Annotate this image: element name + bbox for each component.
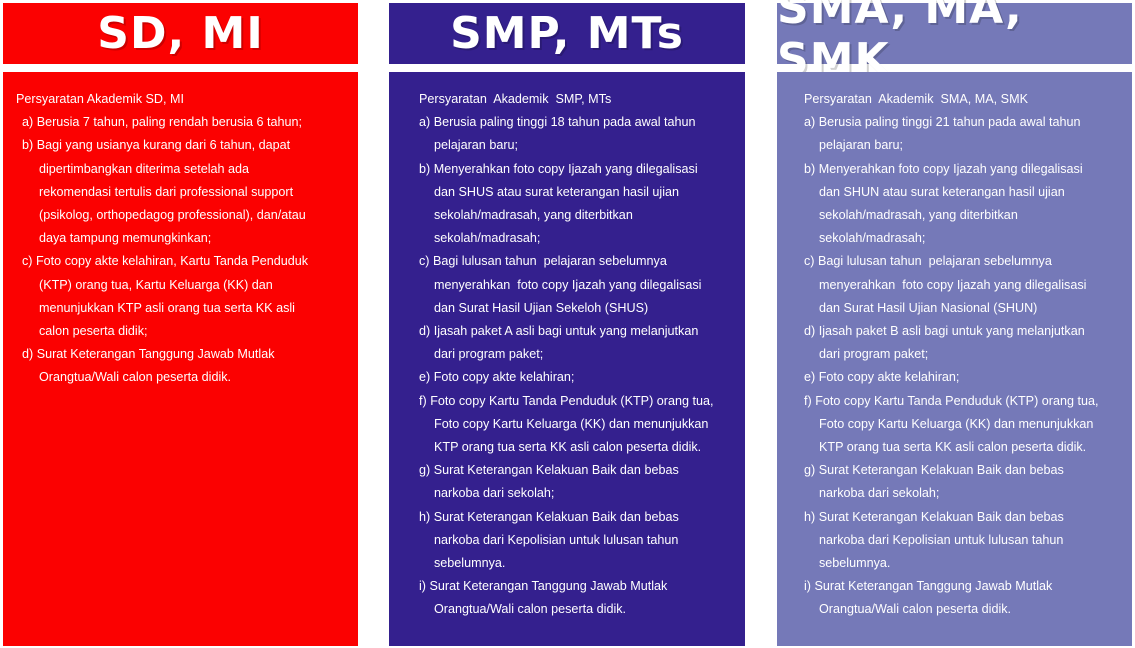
requirement-continuation: sekolah/madrasah, yang diterbitkan [434, 208, 633, 223]
requirement-text: b) Menyerahkan foto copy Ijazah yang dil… [419, 161, 698, 176]
requirement-item: a) Berusia paling tinggi 18 tahun pada a… [419, 111, 731, 157]
requirement-continuation: narkoba dari Kepolisian untuk lulusan ta… [434, 532, 679, 547]
requirement-continuation: sekolah/madrasah, yang diterbitkan [819, 208, 1018, 223]
requirement-continuation: narkoba dari Kepolisian untuk lulusan ta… [819, 532, 1064, 547]
sma-ma-smk-requirements-list: a) Berusia paling tinggi 21 tahun pada a… [804, 111, 1118, 621]
requirement-text: b) Bagi yang usianya kurang dari 6 tahun… [22, 138, 291, 153]
requirement-continuation: calon peserta didik; [39, 324, 148, 339]
requirement-continuation: narkoba dari sekolah; [434, 486, 555, 501]
requirement-continuation: sekolah/madrasah; [819, 231, 926, 246]
requirement-continuation: Orangtua/Wali calon peserta didik. [819, 602, 1012, 617]
requirement-text: e) Foto copy akte kelahiran; [419, 370, 575, 385]
sma-ma-smk-column: SMA, MA, SMK Persyaratan Akademik SMA, M… [777, 0, 1132, 646]
requirement-text: h) Surat Keterangan Kelakuan Baik dan be… [804, 509, 1064, 524]
requirement-text: a) Berusia paling tinggi 21 tahun pada a… [804, 115, 1081, 130]
requirement-item: e) Foto copy akte kelahiran; [419, 366, 731, 389]
requirement-continuation: dan SHUN atau surat keterangan hasil uji… [819, 184, 1065, 199]
requirement-text: d) Ijasah paket A asli bagi untuk yang m… [419, 324, 699, 339]
requirement-continuation: menyerahkan foto copy Ijazah yang dilega… [434, 277, 702, 292]
requirement-continuation: sebelumnya. [434, 556, 506, 571]
requirement-continuation: pelajaran baru; [434, 138, 519, 153]
sd-mi-requirements-list: a) Berusia 7 tahun, paling rendah berusi… [16, 111, 348, 389]
requirement-item: a) Berusia 7 tahun, paling rendah berusi… [22, 111, 348, 134]
sd-mi-requirements-title: Persyaratan Akademik SD, MI [16, 92, 184, 106]
sma-ma-smk-heading: SMA, MA, SMK [777, 0, 1132, 85]
requirement-continuation: KTP orang tua serta KK asli calon pesert… [434, 440, 702, 455]
requirement-item: g) Surat Keterangan Kelakuan Baik dan be… [419, 459, 731, 505]
requirement-continuation: Orangtua/Wali calon peserta didik. [39, 370, 232, 385]
requirement-item: i) Surat Keterangan Tanggung Jawab Mutla… [804, 575, 1118, 621]
requirement-continuation: dari program paket; [819, 347, 929, 362]
requirement-item: c) Foto copy akte kelahiran, Kartu Tanda… [22, 250, 348, 343]
requirement-continuation: rekomendasi tertulis dari professional s… [39, 184, 294, 199]
requirement-text: i) Surat Keterangan Tanggung Jawab Mutla… [419, 579, 668, 594]
requirement-text: d) Ijasah paket B asli bagi untuk yang m… [804, 324, 1085, 339]
smp-mts-requirements-panel: Persyaratan Akademik SMP, MTs a) Berusia… [389, 72, 745, 646]
requirement-continuation: dan Surat Hasil Ujian Nasional (SHUN) [819, 300, 1038, 315]
requirement-item: d) Ijasah paket A asli bagi untuk yang m… [419, 320, 731, 366]
requirement-continuation: dari program paket; [434, 347, 544, 362]
requirement-continuation: menunjukkan KTP asli orang tua serta KK … [39, 300, 295, 315]
requirement-continuation: pelajaran baru; [819, 138, 904, 153]
requirement-continuation: sekolah/madrasah; [434, 231, 541, 246]
requirement-item: d) Ijasah paket B asli bagi untuk yang m… [804, 320, 1118, 366]
requirement-continuation: KTP orang tua serta KK asli calon pesert… [819, 440, 1087, 455]
requirement-item: f) Foto copy Kartu Tanda Penduduk (KTP) … [804, 390, 1118, 460]
sd-mi-heading: SD, MI [3, 3, 358, 64]
requirement-continuation: narkoba dari sekolah; [819, 486, 940, 501]
requirement-continuation: (KTP) orang tua, Kartu Keluarga (KK) dan [39, 277, 273, 292]
requirement-text: c) Bagi lulusan tahun pelajaran sebelumn… [804, 254, 1052, 269]
requirement-item: b) Bagi yang usianya kurang dari 6 tahun… [22, 134, 348, 250]
requirement-text: a) Berusia 7 tahun, paling rendah berusi… [22, 115, 303, 130]
requirement-item: i) Surat Keterangan Tanggung Jawab Mutla… [419, 575, 731, 621]
requirement-item: g) Surat Keterangan Kelakuan Baik dan be… [804, 459, 1118, 505]
requirement-text: c) Foto copy akte kelahiran, Kartu Tanda… [22, 254, 309, 269]
requirement-text: i) Surat Keterangan Tanggung Jawab Mutla… [804, 579, 1053, 594]
requirement-continuation: Foto copy Kartu Keluarga (KK) dan menunj… [819, 416, 1094, 431]
requirement-item: c) Bagi lulusan tahun pelajaran sebelumn… [419, 250, 731, 320]
sd-mi-column: SD, MI Persyaratan Akademik SD, MI a) Be… [3, 3, 358, 646]
requirement-item: c) Bagi lulusan tahun pelajaran sebelumn… [804, 250, 1118, 320]
requirement-text: h) Surat Keterangan Kelakuan Baik dan be… [419, 509, 679, 524]
requirement-item: b) Menyerahkan foto copy Ijazah yang dil… [804, 158, 1118, 251]
requirement-continuation: Foto copy Kartu Keluarga (KK) dan menunj… [434, 416, 709, 431]
requirement-text: f) Foto copy Kartu Tanda Penduduk (KTP) … [804, 393, 1099, 408]
requirement-item: b) Menyerahkan foto copy Ijazah yang dil… [419, 158, 731, 251]
requirement-continuation: menyerahkan foto copy Ijazah yang dilega… [819, 277, 1087, 292]
requirement-item: f) Foto copy Kartu Tanda Penduduk (KTP) … [419, 390, 731, 460]
requirement-text: a) Berusia paling tinggi 18 tahun pada a… [419, 115, 696, 130]
requirement-continuation: daya tampung memungkinkan; [39, 231, 212, 246]
requirement-item: h) Surat Keterangan Kelakuan Baik dan be… [419, 506, 731, 576]
smp-mts-requirements-list: a) Berusia paling tinggi 18 tahun pada a… [419, 111, 731, 621]
requirement-continuation: (psikolog, orthopedagog professional), d… [39, 208, 306, 223]
requirement-text: d) Surat Keterangan Tanggung Jawab Mutla… [22, 347, 275, 362]
requirement-text: b) Menyerahkan foto copy Ijazah yang dil… [804, 161, 1083, 176]
requirement-text: e) Foto copy akte kelahiran; [804, 370, 960, 385]
requirement-item: a) Berusia paling tinggi 21 tahun pada a… [804, 111, 1118, 157]
requirement-text: f) Foto copy Kartu Tanda Penduduk (KTP) … [419, 393, 714, 408]
requirement-text: c) Bagi lulusan tahun pelajaran sebelumn… [419, 254, 667, 269]
sd-mi-requirements-panel: Persyaratan Akademik SD, MI a) Berusia 7… [3, 72, 358, 646]
requirement-item: e) Foto copy akte kelahiran; [804, 366, 1118, 389]
requirement-continuation: dan Surat Hasil Ujian Sekeloh (SHUS) [434, 300, 649, 315]
sma-ma-smk-requirements-title: Persyaratan Akademik SMA, MA, SMK [804, 92, 1028, 106]
smp-mts-column: SMP, MTs Persyaratan Akademik SMP, MTs a… [389, 3, 745, 646]
requirement-item: h) Surat Keterangan Kelakuan Baik dan be… [804, 506, 1118, 576]
requirement-continuation: dan SHUS atau surat keterangan hasil uji… [434, 184, 680, 199]
requirement-continuation: sebelumnya. [819, 556, 891, 571]
requirement-text: g) Surat Keterangan Kelakuan Baik dan be… [804, 463, 1064, 478]
smp-mts-heading: SMP, MTs [389, 3, 745, 64]
requirement-item: d) Surat Keterangan Tanggung Jawab Mutla… [22, 343, 348, 389]
requirement-continuation: Orangtua/Wali calon peserta didik. [434, 602, 627, 617]
sma-ma-smk-requirements-panel: Persyaratan Akademik SMA, MA, SMK a) Ber… [777, 72, 1132, 646]
requirement-text: g) Surat Keterangan Kelakuan Baik dan be… [419, 463, 679, 478]
requirement-continuation: dipertimbangkan diterima setelah ada [39, 161, 250, 176]
smp-mts-requirements-title: Persyaratan Akademik SMP, MTs [419, 92, 612, 106]
